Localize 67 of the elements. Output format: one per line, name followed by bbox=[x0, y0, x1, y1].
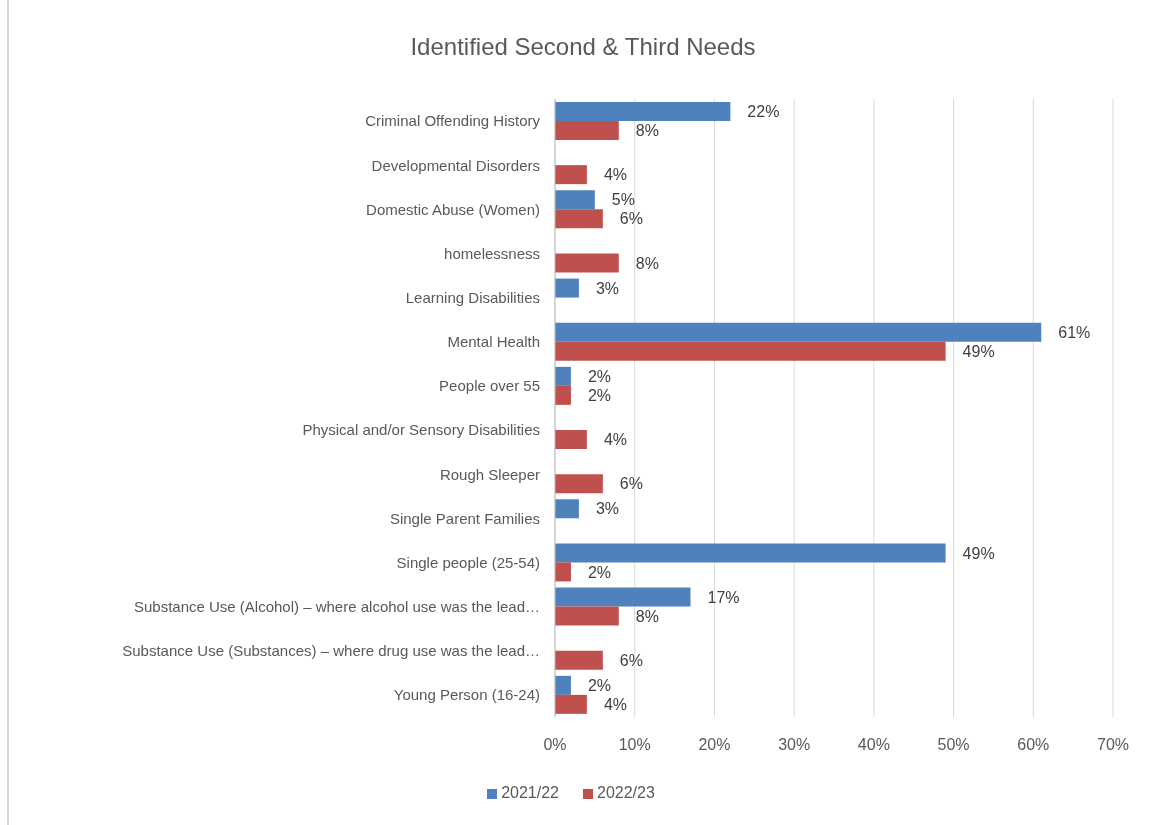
data-label: 49% bbox=[962, 544, 995, 562]
bar bbox=[555, 694, 587, 714]
y-tick-label: Substance Use (Substances) – where drug use was the lead… bbox=[122, 642, 540, 660]
y-tick-label: Rough Sleeper bbox=[439, 465, 540, 483]
x-tick-label: 30% bbox=[778, 736, 811, 754]
data-label: 2% bbox=[587, 387, 612, 405]
bar bbox=[555, 341, 946, 361]
y-tick-label: People over 55 bbox=[439, 377, 540, 395]
y-tick-label: Criminal Offending History bbox=[365, 112, 541, 130]
chart-title: Identified Second & Third Needs bbox=[409, 32, 757, 62]
data-label: 6% bbox=[619, 651, 643, 669]
data-label: 2% bbox=[587, 563, 612, 581]
bar bbox=[555, 190, 595, 210]
y-tick-label: Single people (25-54) bbox=[396, 553, 540, 571]
x-tick-label: 50% bbox=[937, 736, 970, 754]
data-label: 8% bbox=[635, 607, 659, 625]
data-label: 4% bbox=[603, 166, 628, 184]
data-label: 6% bbox=[619, 475, 643, 493]
bar bbox=[555, 474, 603, 494]
bar bbox=[555, 650, 603, 670]
bar bbox=[555, 366, 571, 386]
data-label: 3% bbox=[595, 279, 620, 297]
bar bbox=[555, 606, 619, 626]
data-label: 8% bbox=[635, 254, 659, 272]
bar bbox=[555, 165, 587, 185]
y-tick-label: Learning Disabilities bbox=[405, 288, 540, 306]
x-tick-label: 40% bbox=[857, 736, 890, 754]
data-label: 4% bbox=[603, 696, 628, 714]
bar bbox=[555, 385, 571, 405]
bar bbox=[555, 121, 619, 140]
data-label: 17% bbox=[707, 588, 740, 606]
data-label: 5% bbox=[611, 191, 635, 209]
data-label: 4% bbox=[603, 431, 628, 449]
y-tick-label: Single Parent Families bbox=[389, 509, 540, 527]
data-label: 2% bbox=[587, 368, 612, 386]
bar bbox=[555, 102, 731, 121]
y-tick-label: Substance Use (Alcohol) – where alcohol use was the lead… bbox=[133, 597, 540, 615]
bar bbox=[555, 562, 571, 582]
bar bbox=[555, 587, 691, 607]
data-label: 8% bbox=[635, 122, 659, 140]
y-tick-label: homelessness bbox=[444, 244, 540, 262]
x-tick-label: 60% bbox=[1017, 736, 1050, 754]
y-tick-label: Mental Health bbox=[447, 333, 540, 351]
bar bbox=[555, 278, 579, 298]
y-tick-label: Physical and/or Sensory Disabilities bbox=[302, 421, 540, 439]
bar bbox=[555, 322, 1042, 342]
x-tick-label: 10% bbox=[618, 736, 651, 754]
data-label: 49% bbox=[962, 342, 995, 360]
bar bbox=[555, 499, 579, 519]
bar bbox=[555, 430, 587, 449]
legend-label: 2022/23 bbox=[597, 784, 655, 801]
data-label: 61% bbox=[1058, 323, 1091, 341]
x-tick-label: 0% bbox=[543, 736, 567, 754]
bar bbox=[555, 253, 619, 273]
data-label: 22% bbox=[747, 103, 780, 121]
x-tick-label: 20% bbox=[698, 736, 731, 754]
legend-label: 2021/22 bbox=[501, 784, 559, 801]
data-label: 2% bbox=[587, 677, 612, 695]
data-label: 6% bbox=[619, 210, 643, 228]
x-tick-label: 70% bbox=[1096, 736, 1130, 754]
y-tick-label: Developmental Disorders bbox=[371, 156, 540, 174]
bar bbox=[555, 543, 946, 563]
y-tick-label: Domestic Abuse (Women) bbox=[366, 200, 540, 218]
data-label: 3% bbox=[595, 500, 620, 518]
y-tick-label: Young Person (16-24) bbox=[393, 686, 540, 704]
bar bbox=[555, 209, 603, 229]
bar bbox=[555, 675, 571, 695]
